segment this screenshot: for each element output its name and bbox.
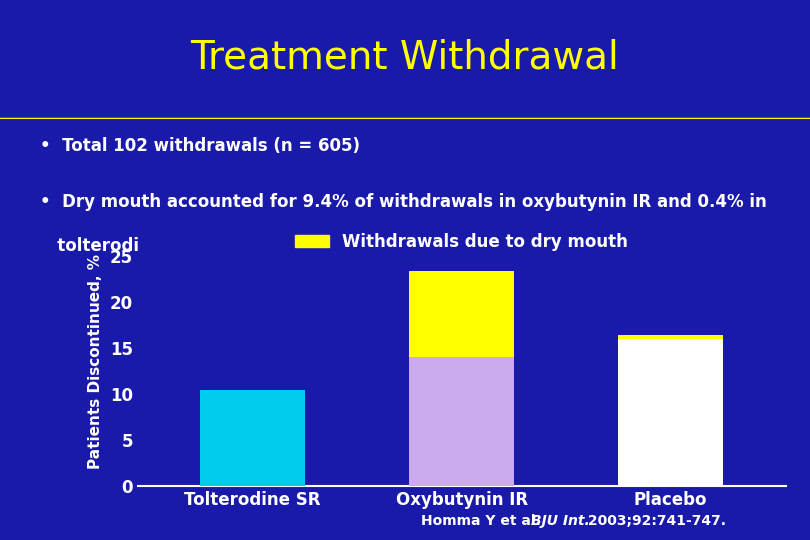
Bar (409, 357, 514, 486)
Bar (619, 335, 723, 339)
Bar (200, 390, 305, 486)
Text: 2003;92:741-747.: 2003;92:741-747. (583, 514, 727, 528)
Bar (619, 339, 723, 486)
Text: Homma Y et al.: Homma Y et al. (421, 514, 546, 528)
Text: tolterodine SR: tolterodine SR (40, 237, 192, 255)
Bar (409, 271, 514, 357)
Text: BJU Int.: BJU Int. (531, 514, 590, 528)
Text: •  Dry mouth accounted for 9.4% of withdrawals in oxybutynin IR and 0.4% in: • Dry mouth accounted for 9.4% of withdr… (40, 193, 766, 211)
Text: •  Total 102 withdrawals (n = 605): • Total 102 withdrawals (n = 605) (40, 137, 360, 156)
Y-axis label: Patients Discontinued, %: Patients Discontinued, % (87, 254, 103, 469)
Legend: Withdrawals due to dry mouth: Withdrawals due to dry mouth (288, 226, 634, 258)
Text: Treatment Withdrawal: Treatment Withdrawal (190, 38, 620, 76)
